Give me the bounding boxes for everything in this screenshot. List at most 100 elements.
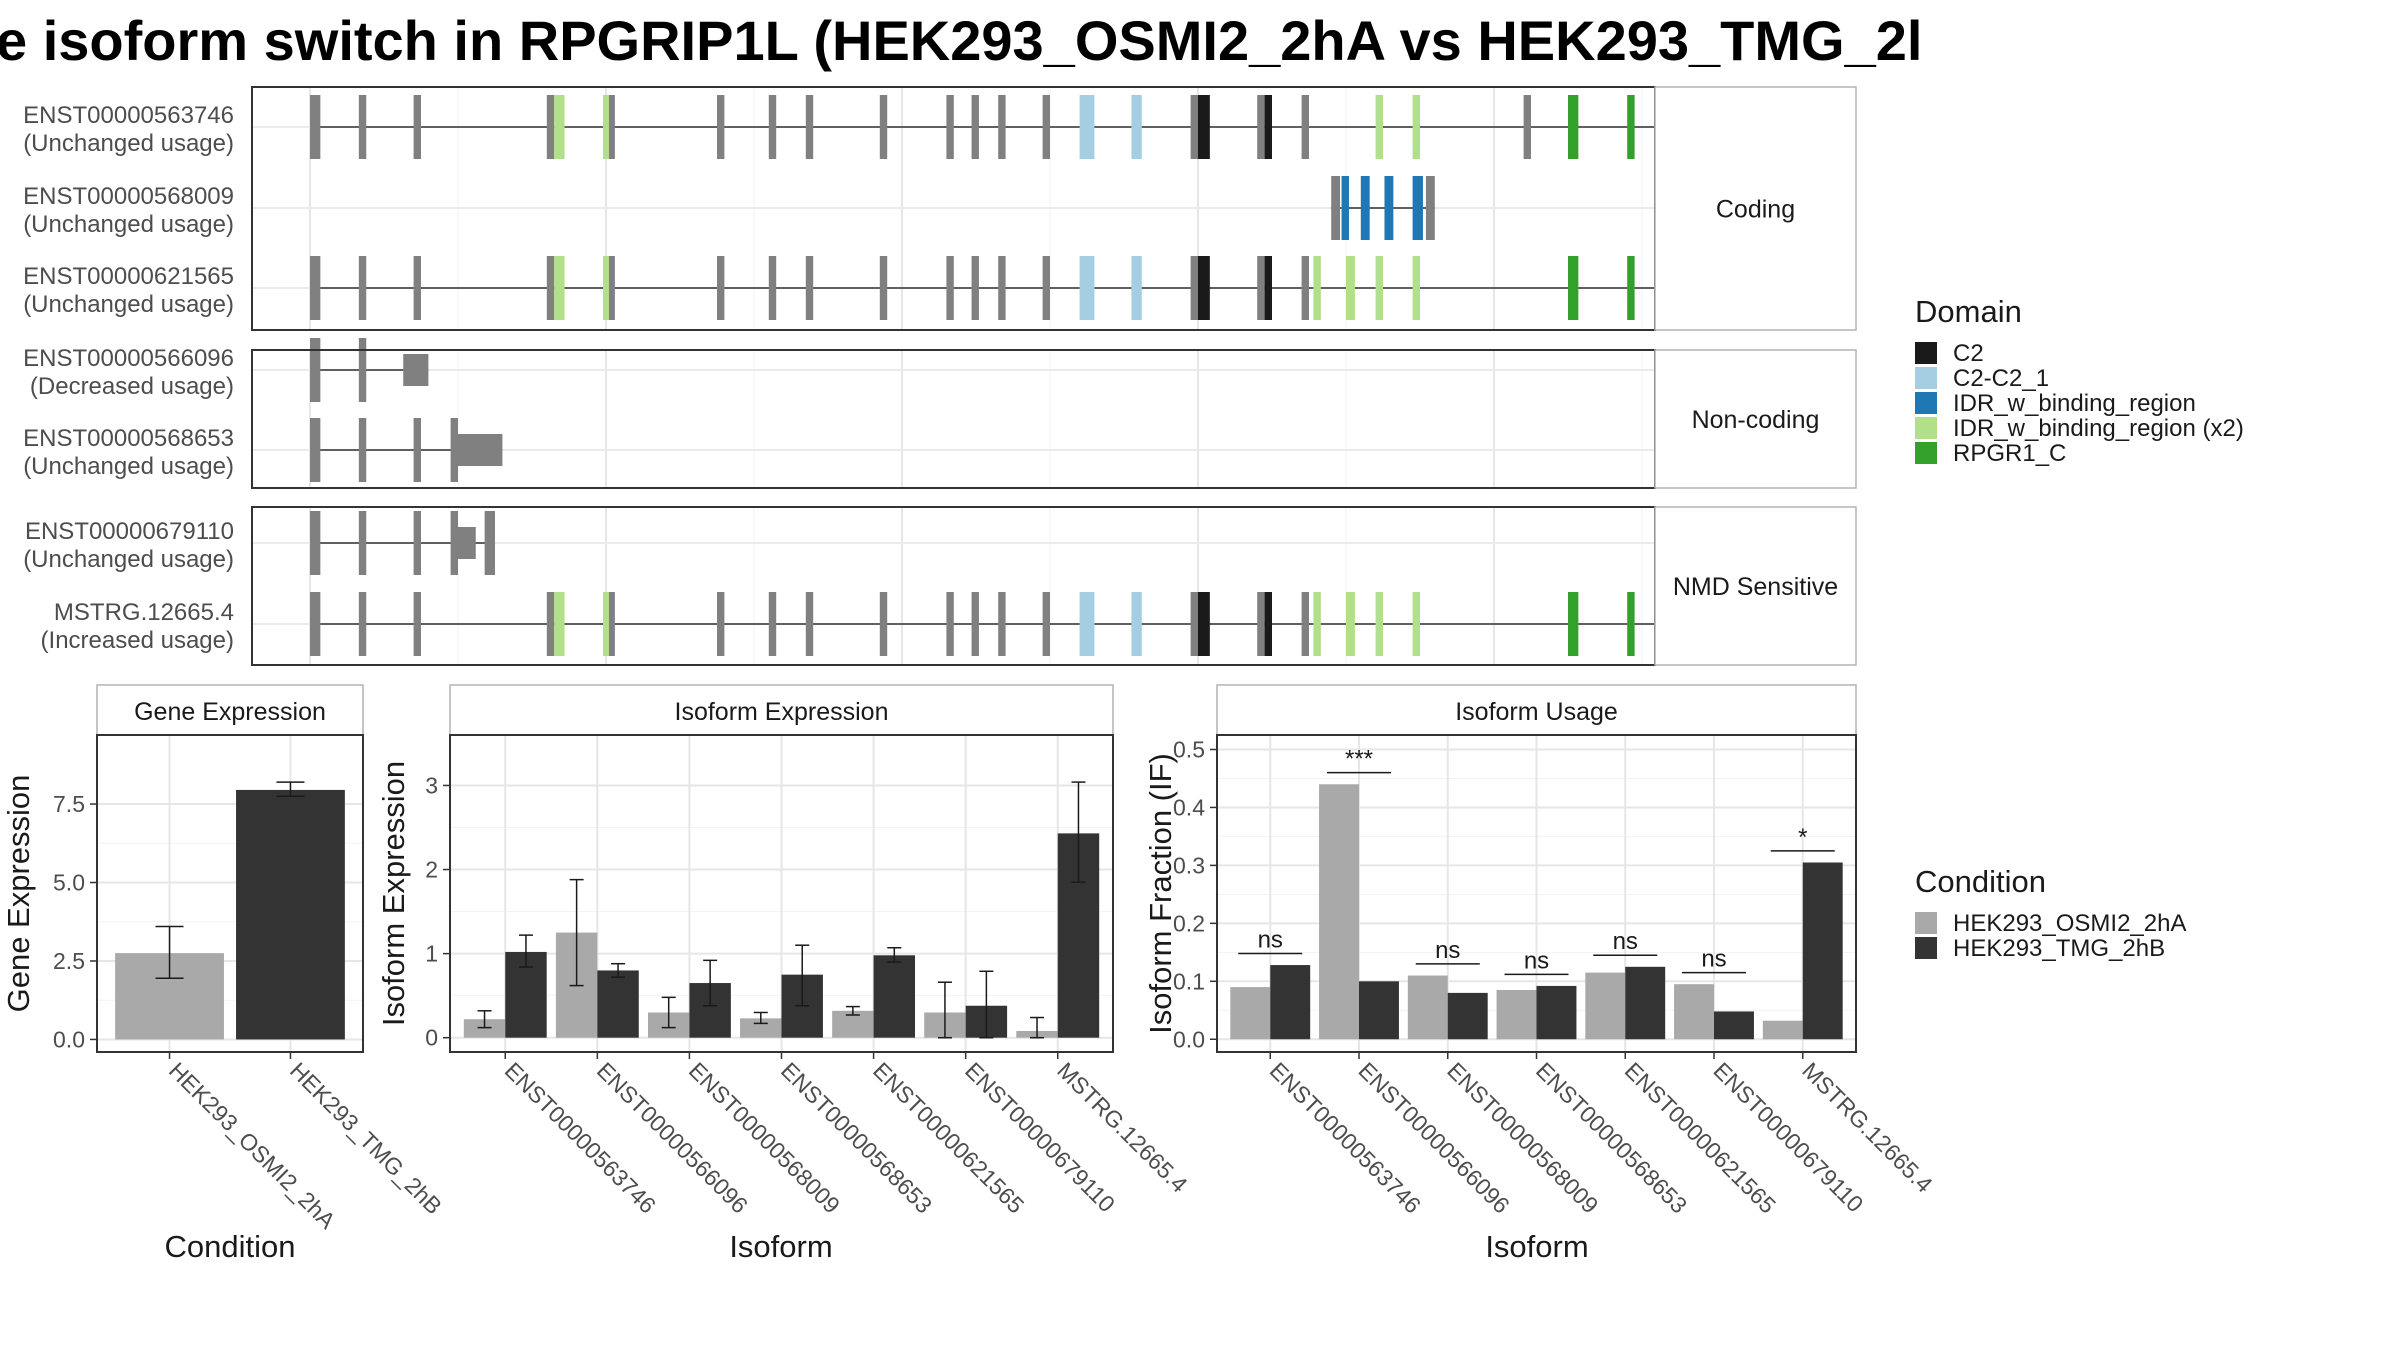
exon-block (717, 256, 725, 320)
exon-block (768, 95, 777, 159)
exon-block (1568, 592, 1579, 656)
domain-legend-swatch (1915, 417, 1937, 439)
y-tick-label: 0 (425, 1025, 438, 1051)
exon-block (413, 418, 421, 482)
exon-block (1198, 95, 1210, 159)
exon-block (608, 592, 615, 656)
exon-block (1375, 256, 1383, 320)
bar (1496, 989, 1537, 1040)
exon-block (1131, 592, 1142, 656)
y-tick-label: 0.0 (1173, 1026, 1205, 1052)
exon-block (310, 511, 321, 575)
exon-block (458, 527, 476, 559)
y-tick-label: 1 (425, 941, 438, 967)
y-tick-label: 0.2 (1173, 910, 1205, 936)
x-axis-title: Isoform (729, 1229, 832, 1264)
exon-block (1042, 592, 1050, 656)
transcript-track (1331, 176, 1435, 240)
panel-strip-label: Coding (1716, 196, 1795, 224)
exon-block (310, 256, 321, 320)
exon-block (1042, 95, 1050, 159)
x-tick-label: ENST00000679110 (1708, 1057, 1868, 1217)
bar (1230, 987, 1271, 1040)
exon-block (546, 256, 555, 320)
exon-block (946, 95, 954, 159)
y-tick-label: 0.0 (53, 1026, 85, 1052)
legends: Domain C2C2-C2_1IDR_w_binding_regionIDR_w… (1915, 294, 2244, 962)
exon-block (1264, 256, 1272, 320)
bar (236, 789, 345, 1040)
exon-block (1301, 256, 1309, 320)
exon-block (310, 338, 321, 402)
exon-block (310, 418, 321, 482)
exon-block (1412, 256, 1420, 320)
exon-block (358, 95, 367, 159)
exon-block (1412, 95, 1420, 159)
exon-block (310, 592, 321, 656)
exon-block (971, 256, 979, 320)
exon-block (1412, 592, 1420, 656)
exon-block (1079, 256, 1095, 320)
domain-legend-label: IDR_w_binding_region (x2) (1953, 415, 2244, 442)
exon-block (413, 511, 421, 575)
x-tick-label: ENST00000568653 (776, 1057, 937, 1218)
transcript-id-label: ENST00000568653 (23, 425, 234, 452)
error-bar (661, 996, 676, 1029)
exon-block (1627, 592, 1635, 656)
exon-block (1627, 256, 1635, 320)
error-bar (979, 970, 994, 1039)
bar (873, 955, 916, 1038)
significance-label: ns (1613, 928, 1638, 955)
transcript-id-label: ENST00000563746 (23, 102, 234, 129)
exon-block (971, 592, 979, 656)
bar (1447, 992, 1488, 1040)
exon-block (1042, 256, 1050, 320)
bar (1536, 985, 1577, 1040)
exon-block (413, 592, 421, 656)
chart-strip (1216, 684, 1857, 736)
domain-legend-label: RPGR1_C (1953, 440, 2066, 467)
y-axis-title: Isoform Expression (376, 761, 411, 1026)
exon-block (1313, 256, 1321, 320)
panel-strip-label: Non-coding (1692, 406, 1820, 434)
exon-block (1313, 592, 1321, 656)
exon-block (1346, 256, 1355, 320)
exon-block (1190, 256, 1198, 320)
exon-block (358, 256, 367, 320)
exon-block (1257, 256, 1265, 320)
exon-block (1346, 592, 1355, 656)
exon-block (554, 592, 565, 656)
chart-1: Isoform Expression0123ENST00000563746ENS… (376, 684, 1193, 1264)
significance-label: ns (1258, 926, 1283, 953)
transcript-track (310, 592, 1842, 656)
transcript-usage-label: (Unchanged usage) (23, 130, 234, 157)
exon-block (546, 95, 555, 159)
condition-legend-title: Condition (1915, 864, 2046, 899)
plot-border (96, 734, 364, 1053)
panel-strip (1654, 86, 1857, 331)
chart-strip (96, 684, 364, 736)
exon-block (1627, 95, 1635, 159)
error-bar (477, 1010, 492, 1029)
y-axis-title: Gene Expression (1, 775, 36, 1013)
transcript-id-label: ENST00000621565 (23, 263, 234, 290)
exon-block (1264, 95, 1272, 159)
transcript-track (310, 418, 503, 482)
exon-block (879, 256, 888, 320)
error-bar (569, 878, 584, 987)
transcript-usage-label: (Unchanged usage) (23, 546, 234, 573)
exon-block (1301, 95, 1309, 159)
exon-block (1523, 95, 1531, 159)
panel-strip (1654, 349, 1857, 489)
exon-block (603, 592, 609, 656)
chart-title: Isoform Usage (1455, 698, 1618, 726)
exon-block (458, 434, 503, 466)
bar (1625, 966, 1666, 1040)
bar (1270, 965, 1311, 1040)
x-tick-label: ENST00000621565 (868, 1057, 1029, 1218)
y-tick-label: 0.4 (1173, 794, 1205, 820)
condition-legend-swatch (1915, 937, 1937, 959)
error-bar (276, 781, 305, 797)
y-tick-label: 5.0 (53, 870, 85, 896)
error-bar (937, 981, 952, 1039)
